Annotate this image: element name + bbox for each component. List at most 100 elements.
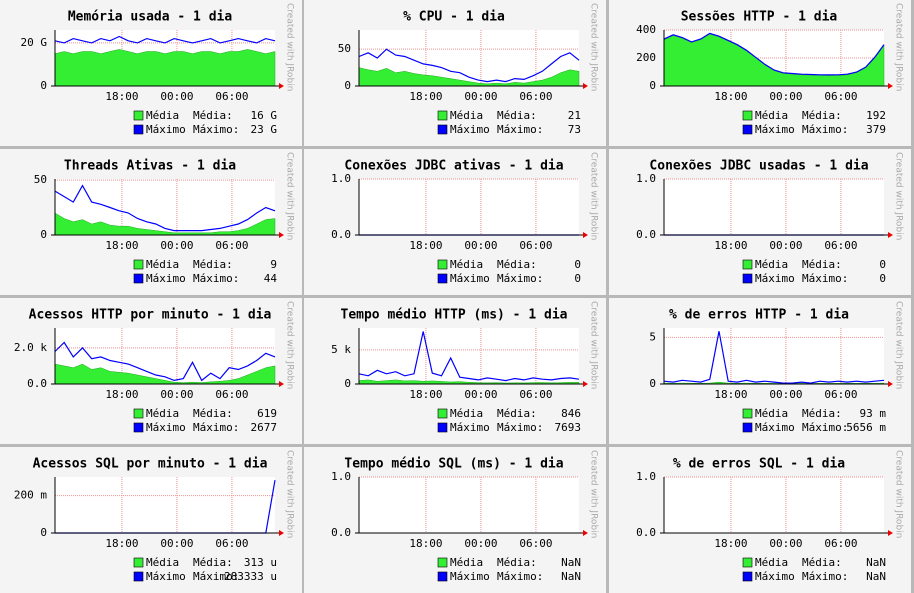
stat-label: Média:	[497, 258, 537, 271]
stat-value: 0	[574, 258, 581, 271]
legend-swatch	[437, 557, 448, 568]
stat-label: Máximo:	[193, 272, 239, 285]
y-tick-label: 1.0	[331, 470, 351, 483]
y-tick-label: 5	[649, 330, 656, 343]
chart-panel: Threads Ativas - 1 dia Created with JRobi…	[0, 149, 302, 295]
legend-swatch	[742, 110, 753, 121]
stat-label: Média:	[497, 109, 537, 122]
legend-swatch	[742, 571, 753, 582]
legend-label: Máximo	[755, 123, 795, 136]
stat-value: 0	[879, 272, 886, 285]
stat-label: Média:	[802, 258, 842, 271]
x-tick-label: 00:00	[464, 90, 497, 103]
x-tick-label: 06:00	[215, 537, 248, 550]
y-tick-label: 0	[344, 79, 351, 92]
x-tick-label: 18:00	[409, 90, 442, 103]
stat-value: 5656 m	[846, 421, 886, 434]
stat-value: 0	[574, 272, 581, 285]
stat-label: Média:	[193, 556, 233, 569]
y-tick-label: 0	[649, 377, 656, 390]
line	[54, 341, 276, 382]
stat-value: 21	[568, 109, 581, 122]
credit: Created with JRobin	[285, 450, 295, 538]
stat-label: Máximo:	[497, 272, 543, 285]
y-tick-label: 0	[649, 79, 656, 92]
legend-label: Média	[146, 109, 179, 122]
stat-label: Máximo:	[193, 123, 239, 136]
y-tick-label: 0.0	[636, 526, 656, 539]
stat-label: Média:	[193, 109, 233, 122]
credit: Created with JRobin	[285, 152, 295, 240]
stat-label: Máximo:	[193, 570, 239, 583]
area	[54, 363, 276, 385]
stat-label: Máximo:	[802, 123, 848, 136]
x-tick-label: 18:00	[409, 388, 442, 401]
credit: Created with JRobin	[589, 152, 599, 240]
legend-label: Máximo	[450, 123, 490, 136]
x-tick-label: 06:00	[519, 239, 552, 252]
plot-area	[359, 179, 579, 235]
stat-label: Média:	[497, 407, 537, 420]
stat-value: 16 G	[251, 109, 278, 122]
chart-title: Acessos HTTP por minuto - 1 dia	[29, 308, 272, 323]
legend-swatch	[437, 273, 448, 284]
stat-value: 23 G	[251, 123, 278, 136]
y-tick-label: 0.0	[27, 377, 47, 390]
x-tick-label: 06:00	[215, 239, 248, 252]
credit: Created with JRobin	[285, 3, 295, 91]
legend-swatch	[133, 124, 144, 135]
x-tick-label: 00:00	[769, 239, 802, 252]
x-tick-label: 18:00	[105, 388, 138, 401]
axis-arrow	[888, 83, 893, 89]
chart-title: Tempo médio HTTP (ms) - 1 dia	[341, 308, 568, 323]
legend-label: Média	[146, 556, 179, 569]
legend-label: Máximo	[450, 421, 490, 434]
y-tick-label: 2.0 k	[14, 341, 47, 354]
legend-swatch	[133, 571, 144, 582]
area	[358, 379, 580, 385]
chart-panel: Tempo médio HTTP (ms) - 1 dia Created wit…	[304, 298, 606, 444]
legend-label: Média	[450, 109, 483, 122]
stat-label: Máximo:	[497, 123, 543, 136]
legend-label: Máximo	[755, 421, 795, 434]
y-tick-label: 200 m	[14, 489, 47, 502]
chart-title: Conexões JDBC ativas - 1 dia	[344, 159, 563, 174]
legend-swatch	[133, 259, 144, 270]
line	[54, 184, 276, 232]
chart-panel: Acessos HTTP por minuto - 1 dia Created w…	[0, 298, 302, 444]
area	[358, 67, 580, 87]
plot-area	[664, 179, 884, 235]
y-tick-label: 1.0	[636, 172, 656, 185]
axis-arrow	[583, 530, 588, 536]
stat-value: 2677	[251, 421, 278, 434]
y-tick-label: 5 k	[331, 343, 351, 356]
x-tick-label: 18:00	[105, 537, 138, 550]
line	[54, 35, 276, 44]
stat-label: Média:	[802, 407, 842, 420]
stat-value: 379	[866, 123, 886, 136]
axis-arrow	[583, 232, 588, 238]
chart-title: Threads Ativas - 1 dia	[64, 159, 236, 174]
x-tick-label: 06:00	[824, 388, 857, 401]
y-tick-label: 0.0	[331, 228, 351, 241]
chart-panel: % de erros HTTP - 1 dia Created with JRob…	[609, 298, 911, 444]
legend-swatch	[437, 571, 448, 582]
stat-value: NaN	[561, 556, 581, 569]
legend-swatch	[133, 422, 144, 433]
stat-value: 44	[264, 272, 278, 285]
x-tick-label: 00:00	[160, 388, 193, 401]
stat-value: NaN	[866, 556, 886, 569]
legend-swatch	[133, 408, 144, 419]
legend-label: Máximo	[146, 421, 186, 434]
stat-value: 192	[866, 109, 886, 122]
chart-title: % de erros SQL - 1 dia	[673, 457, 845, 472]
area	[54, 49, 276, 87]
stat-label: Máximo:	[497, 570, 543, 583]
legend-label: Máximo	[146, 272, 186, 285]
stat-label: Máximo:	[802, 421, 848, 434]
axis-arrow	[279, 530, 284, 536]
axis-arrow	[888, 232, 893, 238]
legend-label: Média	[146, 407, 179, 420]
credit: Created with JRobin	[894, 301, 904, 389]
x-tick-label: 18:00	[409, 537, 442, 550]
